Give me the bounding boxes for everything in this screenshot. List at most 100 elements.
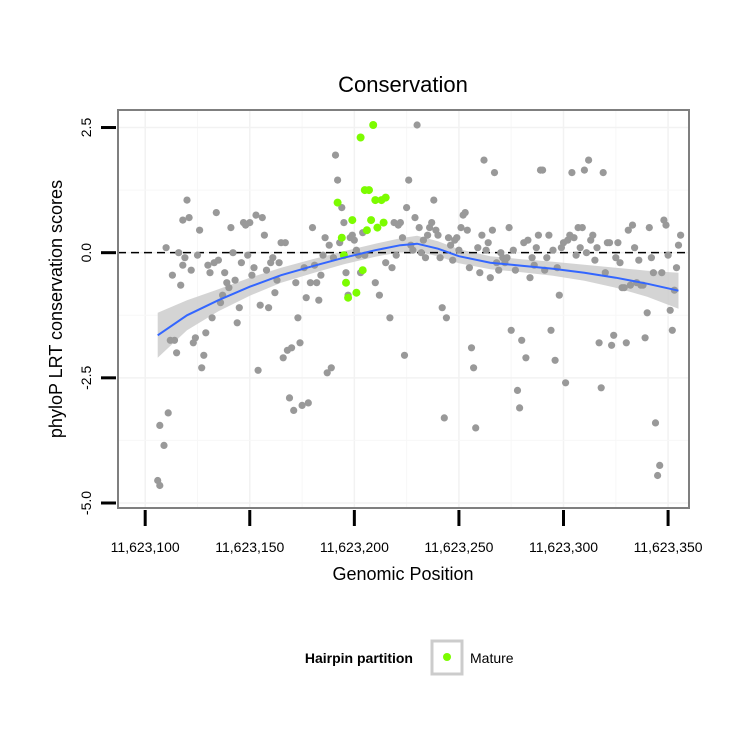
data-point-other bbox=[677, 231, 685, 239]
data-point-other bbox=[585, 156, 593, 164]
data-point-other bbox=[275, 259, 283, 267]
data-point-other bbox=[304, 399, 312, 407]
data-point-other bbox=[411, 214, 419, 222]
data-point-other bbox=[246, 219, 254, 227]
data-point-other bbox=[327, 364, 335, 372]
data-point-other bbox=[204, 261, 212, 269]
data-point-other bbox=[306, 279, 314, 287]
data-point-mature bbox=[342, 278, 350, 287]
data-point-other bbox=[438, 304, 446, 312]
x-axis-label: Genomic Position bbox=[332, 564, 473, 584]
data-point-other bbox=[562, 379, 570, 387]
data-point-other bbox=[206, 269, 214, 277]
data-point-other bbox=[601, 269, 609, 277]
data-point-other bbox=[597, 384, 605, 392]
data-point-other bbox=[545, 231, 553, 239]
data-point-other bbox=[392, 251, 400, 259]
y-tick-label: 0.0 bbox=[78, 243, 94, 263]
data-point-mature bbox=[337, 233, 346, 242]
data-point-other bbox=[666, 306, 674, 314]
data-point-other bbox=[200, 351, 208, 359]
data-point-other bbox=[591, 256, 599, 264]
data-point-other bbox=[179, 216, 187, 224]
legend-mature-dot bbox=[443, 653, 451, 661]
data-point-mature bbox=[348, 216, 357, 225]
data-point-other bbox=[382, 259, 390, 267]
data-point-other bbox=[465, 264, 473, 272]
data-point-other bbox=[576, 244, 584, 252]
other-points bbox=[154, 121, 685, 490]
data-point-other bbox=[668, 326, 676, 334]
data-point-other bbox=[605, 239, 614, 247]
data-point-other bbox=[388, 264, 396, 272]
data-point-other bbox=[334, 176, 342, 184]
data-point-other bbox=[647, 254, 656, 262]
data-point-other bbox=[198, 364, 206, 372]
data-point-other bbox=[319, 251, 327, 259]
data-point-other bbox=[250, 264, 258, 272]
data-point-other bbox=[526, 274, 534, 282]
data-point-other bbox=[511, 266, 519, 274]
data-point-other bbox=[409, 246, 417, 254]
data-point-other bbox=[472, 424, 480, 432]
x-tick-label: 11,623,200 bbox=[320, 539, 389, 555]
data-point-other bbox=[624, 226, 632, 234]
data-point-other bbox=[509, 246, 517, 254]
data-point-other bbox=[635, 256, 643, 264]
data-point-other bbox=[258, 214, 266, 222]
data-point-other bbox=[614, 239, 622, 247]
data-point-other bbox=[570, 234, 578, 242]
data-point-other bbox=[191, 334, 199, 342]
data-point-mature bbox=[371, 196, 380, 205]
data-point-other bbox=[396, 219, 404, 227]
data-point-other bbox=[302, 294, 310, 302]
mature-points bbox=[333, 121, 390, 302]
data-point-other bbox=[294, 314, 302, 322]
data-point-other bbox=[572, 251, 580, 259]
data-point-other bbox=[281, 239, 289, 247]
data-point-other bbox=[486, 274, 494, 282]
data-point-other bbox=[179, 261, 187, 269]
data-point-other bbox=[265, 304, 273, 312]
data-point-other bbox=[288, 344, 296, 352]
data-point-other bbox=[298, 401, 306, 409]
data-point-other bbox=[582, 249, 591, 257]
data-point-other bbox=[185, 214, 193, 222]
data-point-other bbox=[589, 231, 597, 239]
y-axis-label: phyloP LRT conservation scores bbox=[46, 180, 66, 438]
data-point-other bbox=[578, 224, 586, 232]
data-point-mature bbox=[365, 186, 373, 195]
data-point-other bbox=[212, 209, 220, 217]
data-point-mature bbox=[379, 218, 388, 227]
data-point-other bbox=[643, 309, 651, 317]
data-point-other bbox=[641, 334, 649, 342]
data-point-other bbox=[183, 196, 191, 204]
data-point-other bbox=[490, 169, 499, 177]
data-point-other bbox=[196, 226, 204, 234]
data-point-other bbox=[193, 251, 202, 259]
data-point-other bbox=[524, 236, 532, 244]
data-point-other bbox=[177, 281, 185, 289]
data-point-other bbox=[160, 441, 168, 449]
data-point-other bbox=[482, 246, 490, 254]
data-point-other bbox=[415, 224, 423, 232]
data-point-other bbox=[440, 414, 448, 422]
data-point-other bbox=[235, 304, 243, 312]
data-point-mature bbox=[381, 193, 390, 202]
data-point-other bbox=[662, 221, 670, 229]
data-point-other bbox=[474, 244, 482, 252]
data-point-other bbox=[476, 269, 484, 277]
data-point-other bbox=[350, 236, 358, 244]
data-point-other bbox=[331, 151, 340, 159]
data-point-other bbox=[279, 354, 287, 362]
data-point-other bbox=[342, 269, 350, 277]
data-point-other bbox=[262, 266, 271, 274]
x-tick-label: 11,623,350 bbox=[634, 539, 703, 555]
data-point-other bbox=[672, 264, 681, 272]
data-point-other bbox=[608, 341, 616, 349]
data-point-mature bbox=[362, 226, 371, 235]
data-point-other bbox=[227, 224, 235, 232]
data-point-other bbox=[317, 271, 325, 279]
data-point-other bbox=[622, 339, 630, 347]
data-point-other bbox=[375, 291, 383, 299]
